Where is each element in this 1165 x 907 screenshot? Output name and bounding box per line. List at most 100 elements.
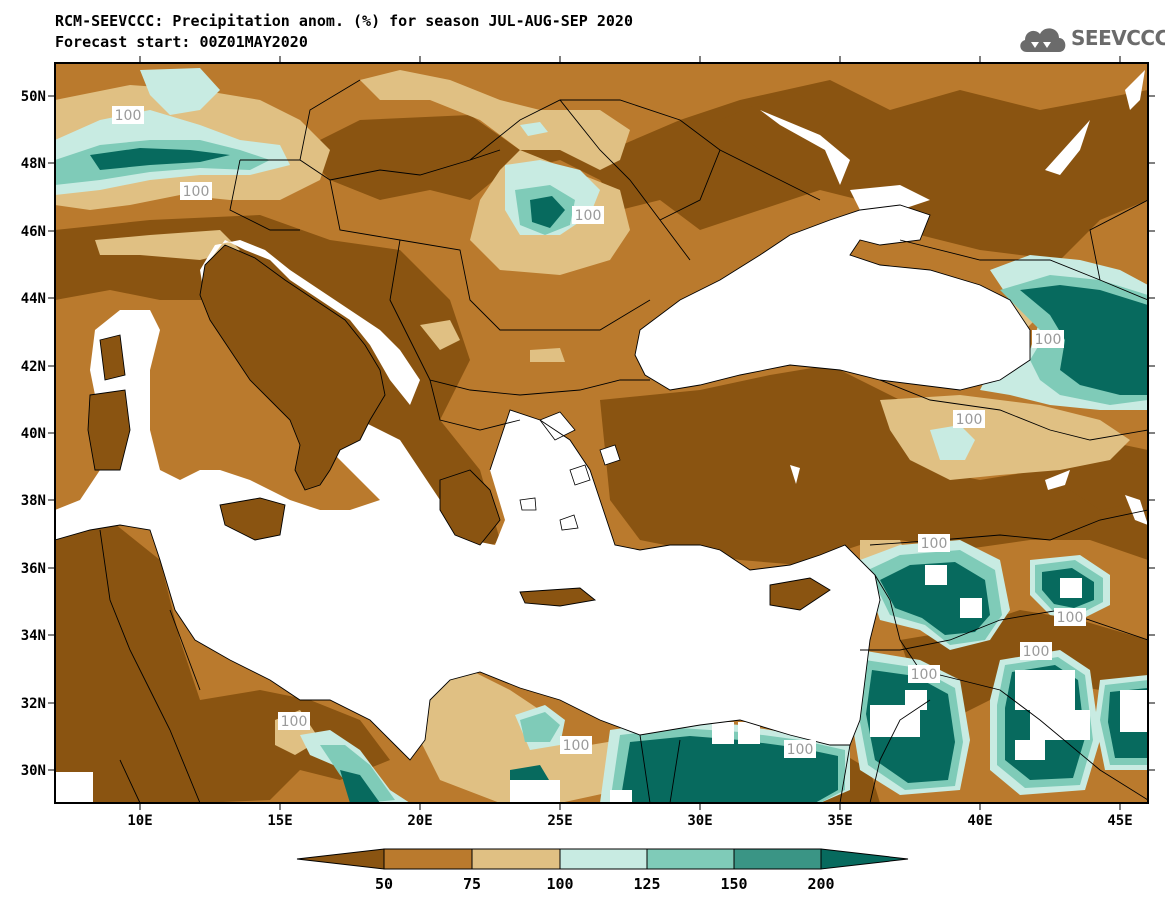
colorbar-segment-50-75 [383,848,473,870]
lon-tick: 15E [267,56,293,829]
logo-text: SEEVCCC [1071,26,1165,50]
contour-label: 100 [278,712,310,730]
contour-label: 100 [180,182,212,200]
svg-text:100: 100 [911,667,938,683]
lake-patch-3 [1125,495,1148,525]
svg-text:100: 100 [563,738,590,754]
cloud-icon [1020,28,1066,52]
black-sea [635,205,1030,390]
lon-tick: 40E [967,56,993,829]
river-patch-2 [1125,70,1145,110]
contour-label: 100 [572,206,604,224]
svg-text:100: 100 [1023,644,1050,660]
peloponnese-land [440,470,500,545]
river-patch [760,110,850,185]
lat-tick: 48N [21,156,1155,172]
aegean-islands [519,411,621,531]
lat-tick: 36N [21,561,1155,577]
svg-text:45E: 45E [1107,813,1132,829]
crete-land [520,588,595,606]
svg-text:100: 100 [921,536,948,552]
svg-text:38N: 38N [21,493,46,509]
svg-text:40N: 40N [21,426,46,442]
lon-tick: 30E [687,56,713,829]
colorbar-tick: 125 [633,875,660,893]
svg-text:25E: 25E [547,813,572,829]
colorbar-segment-above-200 [820,848,909,870]
svg-text:36N: 36N [21,561,46,577]
colorbar-tick: 75 [463,875,481,893]
svg-text:40E: 40E [967,813,992,829]
svg-text:50N: 50N [21,89,46,105]
svg-text:34N: 34N [21,628,46,644]
sardinia-land [88,390,130,470]
seevccc-logo: SEEVCCC [1017,22,1165,62]
lat-tick: 34N [21,628,1155,644]
contour-label: 100 [112,106,144,124]
sicily-land [220,498,285,540]
contour-label: 100 [1032,330,1064,348]
svg-text:10E: 10E [127,813,152,829]
coastlines [55,204,1031,761]
contour-label: 100 [560,736,592,754]
svg-text:35E: 35E [827,813,852,829]
svg-text:46N: 46N [21,224,46,240]
contour-label: 100 [908,665,940,683]
svg-text:100: 100 [115,108,142,124]
lat-tick: 32N [21,696,1155,712]
lat-tick: 42N [21,359,1155,375]
colorbar-segment-150-200 [733,848,822,870]
contour-label: 100 [1020,642,1052,660]
svg-text:42N: 42N [21,359,46,375]
svg-text:100: 100 [183,184,210,200]
map-field: 100 100 100 100 100 100 100 100 100 100 … [55,63,1148,803]
map-title: RCM-SEEVCCC: Precipitation anom. (%) for… [55,12,633,30]
lake-patch-2 [1045,470,1070,490]
svg-text:100: 100 [1057,610,1084,626]
lon-tick: 10E [127,56,153,829]
colorbar-segment-below-50 [296,848,385,870]
colorbar-segment-100-125 [559,848,648,870]
lon-tick: 20E [407,56,433,829]
colorbar-segment-75-100 [471,848,561,870]
forecast-start-label: Forecast start: 00Z01MAY2020 [55,33,308,51]
lake-patch [790,465,800,484]
svg-text:100: 100 [956,412,983,428]
lon-tick: 25E [547,56,573,829]
colorbar-tick: 200 [807,875,834,893]
country-borders [99,79,1148,803]
sea-patch-ne [1045,120,1090,175]
svg-text:44N: 44N [21,291,46,307]
lat-tick: 38N [21,493,1155,509]
colorbar-tick: 150 [720,875,747,893]
lat-tick: 44N [21,291,1155,307]
lat-tick: 46N [21,224,1155,240]
lat-tick: 50N [21,89,1155,105]
svg-text:32N: 32N [21,696,46,712]
contour-label: 100 [1054,608,1086,626]
contour-label: 100 [918,534,950,552]
contour-label: 100 [784,740,816,758]
colorbar-tick: 50 [375,875,393,893]
missing-data-cells [55,565,1148,803]
lat-tick: 40N [21,426,1155,442]
svg-text:30E: 30E [687,813,712,829]
svg-text:48N: 48N [21,156,46,172]
corsica-land [100,335,125,380]
contour-label: 100 [953,410,985,428]
svg-text:20E: 20E [407,813,432,829]
colorbar-tick: 100 [546,875,573,893]
lat-tick: 30N [21,763,1155,779]
colorbar-legend: 50 75 100 125 150 200 [296,848,909,893]
lon-tick: 35E [827,56,853,829]
sea-of-azov [850,185,930,210]
svg-text:30N: 30N [21,763,46,779]
svg-text:100: 100 [787,742,814,758]
svg-text:100: 100 [281,714,308,730]
svg-text:100: 100 [1035,332,1062,348]
svg-text:15E: 15E [267,813,292,829]
contour-labels: 100 100 100 100 100 100 100 100 100 100 … [112,106,1086,758]
latitude-axis: 50N 48N 46N 44N 42N 40N 38N 36N 34N 32N … [21,89,1155,779]
cyprus-land [770,578,830,610]
